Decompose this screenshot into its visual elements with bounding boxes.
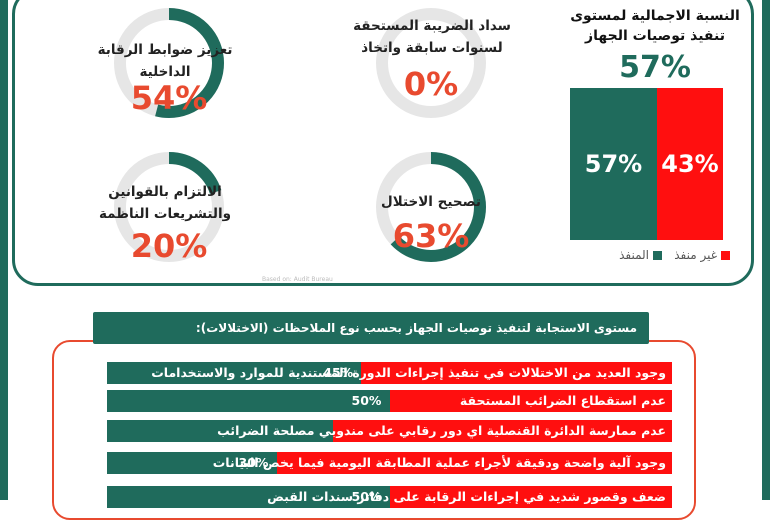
overall-title: النسبة الاجمالية لمستوى تنفيذ توصيات الج… (560, 6, 750, 46)
donut-tax (372, 4, 490, 122)
breakdown-row-label: عدم ممارسة الدائرة القنصلية اي دور رقابي… (217, 423, 666, 438)
donut-fix-ring (376, 152, 486, 262)
breakdown-row-value: 30% (238, 455, 269, 470)
breakdown-row-fill (107, 362, 362, 384)
legend-implemented-label: المنفذ (619, 248, 649, 262)
overall-implemented-segment: 57% (570, 88, 657, 240)
breakdown-row-fill (107, 420, 333, 442)
overall-title-line-2: تنفيذ توصيات الجهاز (585, 28, 725, 44)
donut-laws-arc (114, 152, 224, 262)
donut-controls-label-2: الداخلية (139, 64, 191, 80)
overall-implemented-label: 57% (584, 150, 643, 178)
donut-tax-track (376, 8, 486, 118)
legend-not-implemented-label: غير منفذ (674, 248, 717, 262)
breakdown-row-fill (107, 452, 277, 474)
breakdown-row: وجود آلية واضحة ودقيقة لأجراء عملية المط… (107, 452, 672, 474)
overall-not-implemented-label: 43% (661, 150, 719, 178)
overall-percent: 57% (619, 50, 691, 85)
legend-implemented: المنفذ (619, 248, 662, 262)
donut-laws-label-2: والتشريعات الناظمة (99, 206, 231, 222)
donut-controls-ring (114, 8, 224, 118)
donut-tax-label-2: لسنوات سابقة واتخاذ (361, 40, 503, 56)
breakdown-row: عدم استقطاع الضرائب المستحقة 50% (107, 390, 672, 412)
breakdown-title: مستوى الاستجابة لتنفيذ توصيات الجهاز بحس… (93, 312, 649, 344)
legend-not-implemented: غير منفذ (674, 248, 730, 262)
watermark: Based on: Audit Bureau (262, 276, 333, 283)
breakdown-row-label: عدم استقطاع الضرائب المستحقة (459, 393, 666, 408)
donut-laws-value: 20% (130, 227, 208, 265)
donut-fix-label-1: تصحيح الاختلال (381, 194, 481, 210)
donut-fix-value: 63% (392, 217, 470, 255)
breakdown-row-label: وجود آلية واضحة ودقيقة لأجراء عملية المط… (212, 455, 666, 470)
donut-tax-ring (376, 8, 486, 118)
breakdown-row: وجود العديد من الاختلالات في تنفيذ إجراء… (107, 362, 672, 384)
donut-laws-ring (114, 152, 224, 262)
legend-implemented-swatch (653, 250, 662, 260)
breakdown-row-fill (107, 390, 390, 412)
donut-fix (372, 148, 490, 266)
left-frame-rail (0, 0, 8, 500)
overall-bar: 57% 43% (570, 88, 723, 240)
donut-controls (110, 4, 228, 122)
breakdown-row-value: 50% (351, 393, 382, 408)
breakdown-row: ضعف وقصور شديد في إجراءات الرقابة على دف… (107, 486, 672, 508)
right-frame-rail (762, 0, 770, 500)
overall-legend: غير منفذ المنفذ (580, 248, 730, 266)
breakdown-row-label: ضعف وقصور شديد في إجراءات الرقابة على دف… (267, 489, 666, 504)
donut-fix-arc (376, 152, 486, 262)
breakdown-row-value: 50% (351, 489, 382, 504)
donut-laws-label-1: الالتزام بالقوانين (108, 184, 222, 200)
legend-not-implemented-swatch (721, 250, 730, 260)
breakdown-row: عدم ممارسة الدائرة القنصلية اي دور رقابي… (107, 420, 672, 442)
donut-controls-value: 54% (130, 79, 208, 117)
donut-controls-label-1: تعزيز ضوابط الرقابة (97, 42, 233, 58)
breakdown-row-label: وجود العديد من الاختلالات في تنفيذ إجراء… (151, 365, 666, 380)
breakdown-row-value: 45% (323, 365, 354, 380)
donut-controls-arc (114, 8, 224, 118)
donut-laws (110, 148, 228, 266)
overall-title-line-1: النسبة الاجمالية لمستوى (570, 8, 740, 24)
donut-tax-label-1: سداد الضريبة المستحقة (353, 18, 511, 34)
donut-tax-value: 0% (403, 65, 459, 103)
overall-not-implemented-segment: 43% (657, 88, 723, 240)
